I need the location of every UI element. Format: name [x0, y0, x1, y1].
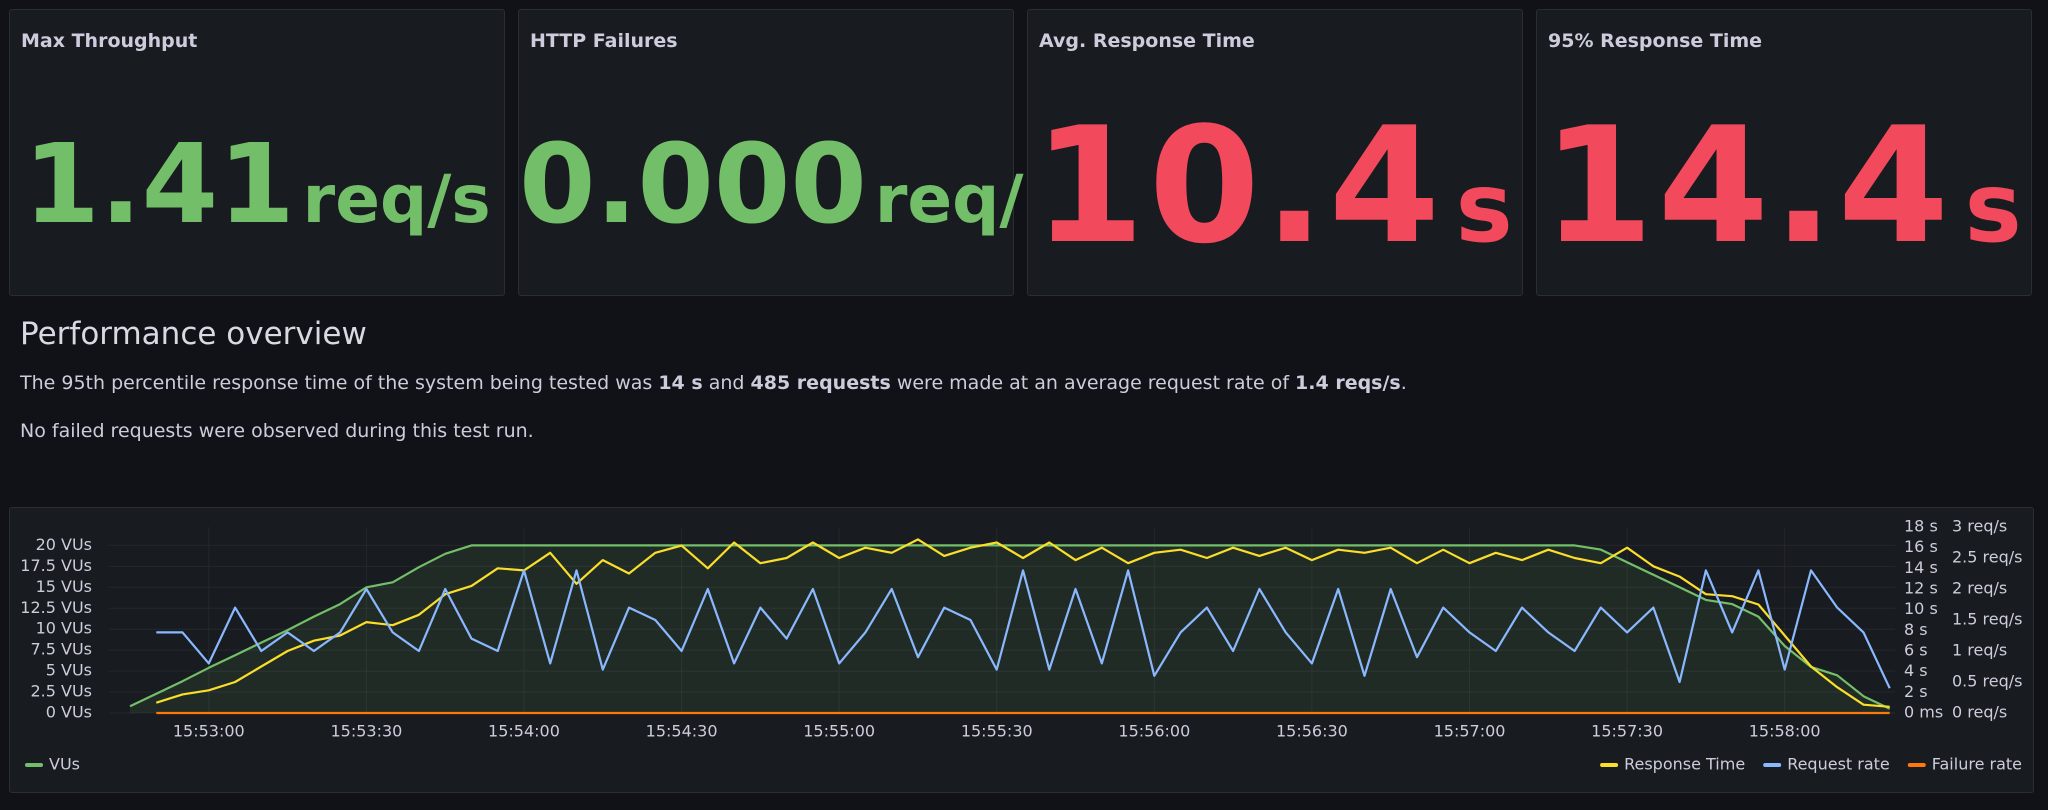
y2-tick-label: 10 s: [1904, 599, 1938, 618]
y-tick-label: 15 VUs: [36, 577, 92, 596]
x-tick-label: 15:56:30: [1276, 722, 1348, 741]
x-tick-label: 15:53:00: [173, 722, 245, 741]
y2-tick-label: 8 s: [1904, 620, 1928, 639]
legend-label: Request rate: [1787, 755, 1890, 774]
y2-tick-label: 18 s: [1904, 517, 1938, 536]
stat-unit: s: [1964, 152, 2026, 264]
y3-tick-label: 0.5 req/s: [1952, 672, 2022, 691]
y2-tick-label: 2 s: [1904, 682, 1928, 701]
stat-value: 10.4: [1033, 92, 1445, 279]
x-tick-label: 15:57:30: [1591, 722, 1663, 741]
stat-value-box: 1.41 req/s: [10, 120, 504, 248]
text-panel: Performance overview The 95th percentile…: [20, 316, 1407, 468]
y-tick-label: 12.5 VUs: [20, 598, 92, 617]
y3-tick-label: 3 req/s: [1952, 517, 2007, 536]
stat-value-box: 10.4 s: [1028, 92, 1522, 279]
timeseries-panel: 0 VUs 2.5 VUs 5 VUs 7.5 VUs 10 VUs 12.5 VUs 15…: [9, 507, 2034, 793]
stat-value: 0.000: [519, 120, 867, 248]
y2-tick-label: 16 s: [1904, 537, 1938, 556]
stat-panel: 95% Response Time 14.4 s: [1536, 9, 2032, 296]
text: No failed requests were observed during …: [20, 420, 534, 442]
heading: Performance overview: [20, 316, 367, 352]
y-tick-label: 20 VUs: [36, 535, 92, 554]
y3-tick-label: 2 req/s: [1952, 579, 2007, 598]
stat-title: Avg. Response Time: [1039, 30, 1255, 52]
paragraph: No failed requests were observed during …: [20, 420, 1407, 442]
stat-title: HTTP Failures: [530, 30, 678, 52]
x-tick-label: 15:58:00: [1749, 722, 1821, 741]
y2-tick-label: 6 s: [1904, 641, 1928, 660]
y3-tick-label: 1 req/s: [1952, 641, 2007, 660]
y3-tick-label: 1.5 req/s: [1952, 610, 2022, 629]
stat-value-box: 14.4 s: [1537, 92, 2031, 279]
stat-value: 1.41: [23, 120, 295, 248]
y2-tick-label: 0 ms: [1904, 703, 1943, 722]
y-tick-label: 10 VUs: [36, 619, 92, 638]
x-tick-label: 15:53:30: [330, 722, 402, 741]
x-tick-label: 15:54:30: [646, 722, 718, 741]
bold-text: 1.4 reqs/s: [1295, 372, 1401, 394]
legend-label: Response Time: [1624, 755, 1745, 774]
y-tick-label: 0 VUs: [46, 703, 92, 722]
legend-label: Failure rate: [1932, 755, 2022, 774]
stat-title: 95% Response Time: [1548, 30, 1763, 52]
bold-text: 14 s: [658, 372, 703, 394]
stat-panel: Avg. Response Time 10.4 s: [1027, 9, 1523, 296]
x-tick-label: 15:55:30: [961, 722, 1033, 741]
y2-tick-label: 14 s: [1904, 558, 1938, 577]
x-tick-label: 15:57:00: [1434, 722, 1506, 741]
x-tick-label: 15:56:00: [1118, 722, 1190, 741]
text: .: [1400, 372, 1407, 394]
stat-title: Max Throughput: [21, 30, 198, 52]
stat-panel: HTTP Failures 0.000 req/s: [518, 9, 1063, 296]
bold-text: 485 requests: [750, 372, 891, 394]
stat-unit: s: [1455, 152, 1517, 264]
text: The 95th percentile response time of the…: [20, 372, 659, 394]
line: [156, 569, 1891, 689]
line: [129, 544, 1891, 710]
y2-tick-label: 4 s: [1904, 661, 1928, 680]
y-tick-label: 17.5 VUs: [20, 556, 92, 575]
stat-unit: req/s: [302, 161, 491, 238]
stat-value: 14.4: [1542, 92, 1954, 279]
area: [130, 545, 1890, 713]
text: were made at an average request rate of: [890, 372, 1296, 394]
stat-value-box: 0.000 req/s: [519, 120, 1063, 248]
y3-tick-label: 2.5 req/s: [1952, 548, 2022, 567]
x-tick-label: 15:55:00: [803, 722, 875, 741]
y-tick-label: 2.5 VUs: [30, 682, 92, 701]
stat-panel: Max Throughput 1.41 req/s: [9, 9, 505, 296]
text: and: [702, 372, 751, 394]
y2-tick-label: 12 s: [1904, 579, 1938, 598]
legend-label: VUs: [49, 755, 80, 774]
line: [155, 538, 1890, 708]
x-tick-label: 15:54:00: [488, 722, 560, 741]
y3-tick-label: 0 req/s: [1952, 703, 2007, 722]
y-tick-label: 5 VUs: [46, 661, 92, 680]
y-tick-label: 7.5 VUs: [30, 640, 92, 659]
paragraph: The 95th percentile response time of the…: [20, 372, 1407, 394]
